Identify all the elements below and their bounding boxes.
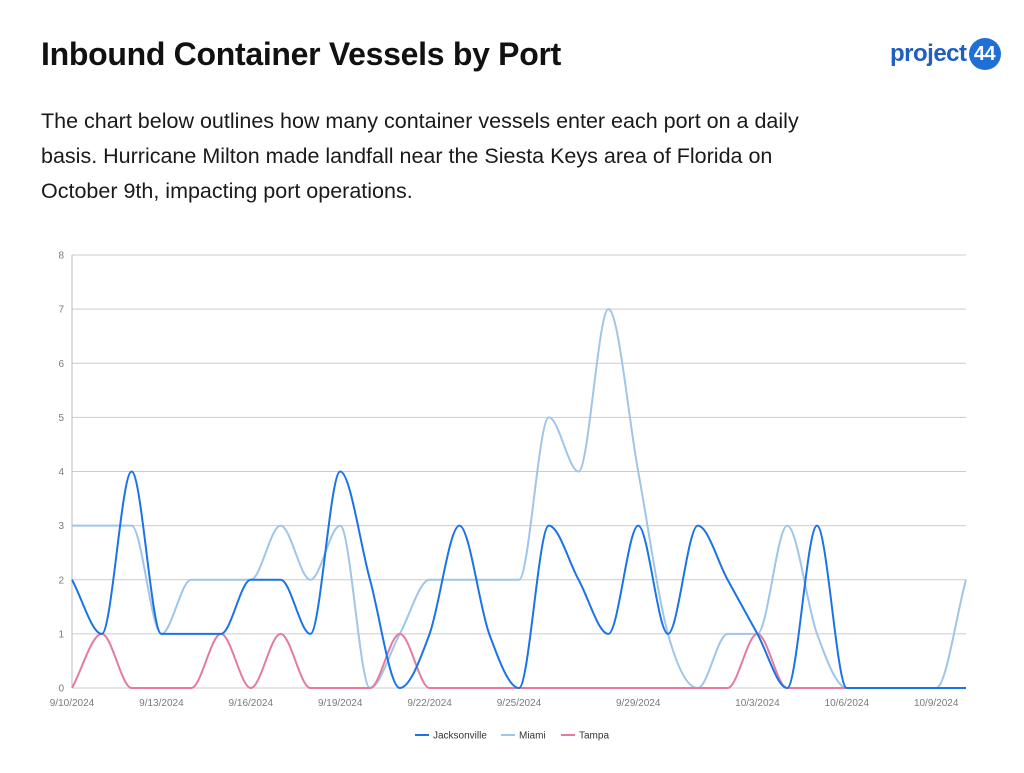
x-tick-label: 9/22/2024	[407, 698, 452, 709]
series-line-jacksonville	[71, 470, 966, 689]
page-title: Inbound Container Vessels by Port	[41, 36, 561, 72]
y-tick-label: 5	[58, 413, 64, 424]
x-tick-label: 9/25/2024	[497, 698, 542, 709]
x-tick-label: 10/6/2024	[825, 698, 870, 709]
legend-label-miami: Miami	[519, 731, 546, 742]
y-axis-ticks: 0 1 2 3 4 5 6 7 8	[58, 251, 64, 695]
legend-label-jacksonville: Jacksonville	[433, 731, 487, 742]
project44-logo: project 44	[890, 38, 1001, 70]
x-tick-label: 9/29/2024	[616, 698, 661, 709]
page-subtitle: The chart below outlines how many contai…	[41, 109, 799, 203]
logo-badge: 44	[968, 38, 1001, 70]
y-tick-label: 0	[58, 684, 64, 695]
y-tick-label: 4	[58, 467, 64, 478]
series-line-tampa	[71, 632, 966, 689]
chart-lines	[71, 308, 967, 689]
legend-label-tampa: Tampa	[579, 731, 609, 742]
logo-text: project	[890, 40, 967, 67]
x-tick-label: 10/9/2024	[914, 698, 959, 709]
x-tick-label: 10/3/2024	[735, 698, 780, 709]
y-tick-label: 7	[58, 305, 64, 316]
y-tick-label: 1	[58, 629, 64, 640]
x-tick-label: 9/10/2024	[50, 698, 95, 709]
y-tick-label: 2	[58, 575, 64, 586]
x-axis-ticks: 9/10/2024 9/13/2024 9/16/2024 9/19/2024 9/22…	[50, 698, 959, 709]
x-tick-label: 9/16/2024	[229, 698, 274, 709]
y-tick-label: 3	[58, 521, 64, 532]
chart-legend: Jacksonville Miami Tampa	[415, 731, 609, 742]
x-tick-label: 9/19/2024	[318, 698, 363, 709]
series-line-miami	[72, 308, 967, 689]
y-tick-label: 8	[58, 251, 64, 262]
y-tick-label: 6	[58, 359, 64, 370]
x-tick-label: 9/13/2024	[139, 698, 184, 709]
chart-grid	[71, 254, 966, 689]
